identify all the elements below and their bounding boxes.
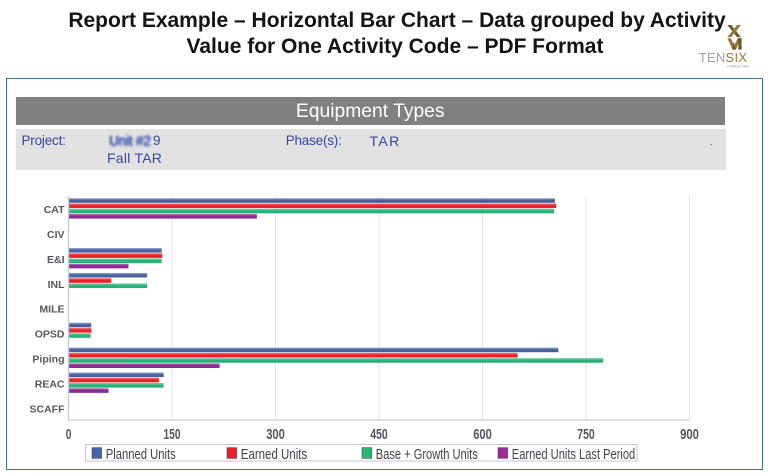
svg-text:150: 150 [164,426,181,443]
svg-text:CONSULTING: CONSULTING [727,65,750,69]
svg-text:OPSD: OPSD [35,329,65,341]
svg-text:600: 600 [473,426,492,443]
svg-text:900: 900 [680,426,699,443]
svg-text:0: 0 [66,426,72,443]
svg-text:450: 450 [370,426,388,443]
svg-text:Piping: Piping [32,354,64,366]
svg-text:INL: INL [48,279,66,291]
svg-text:Base + Growth Units: Base + Growth Units [376,447,478,463]
svg-text:REAC: REAC [35,378,65,390]
svg-text:CIV: CIV [47,229,65,241]
svg-text:TENSIX: TENSIX [699,50,748,65]
svg-text:Earned Units: Earned Units [241,447,307,463]
svg-text:300: 300 [266,426,285,443]
svg-text:MILE: MILE [39,304,64,316]
svg-text:Planned Units: Planned Units [106,447,176,463]
svg-text:SCAFF: SCAFF [30,403,66,415]
svg-text:750: 750 [577,426,594,443]
svg-text:E&I: E&I [47,254,65,266]
svg-text:Earned Units Last Period: Earned Units Last Period [512,447,635,463]
svg-text:CAT: CAT [44,204,65,216]
